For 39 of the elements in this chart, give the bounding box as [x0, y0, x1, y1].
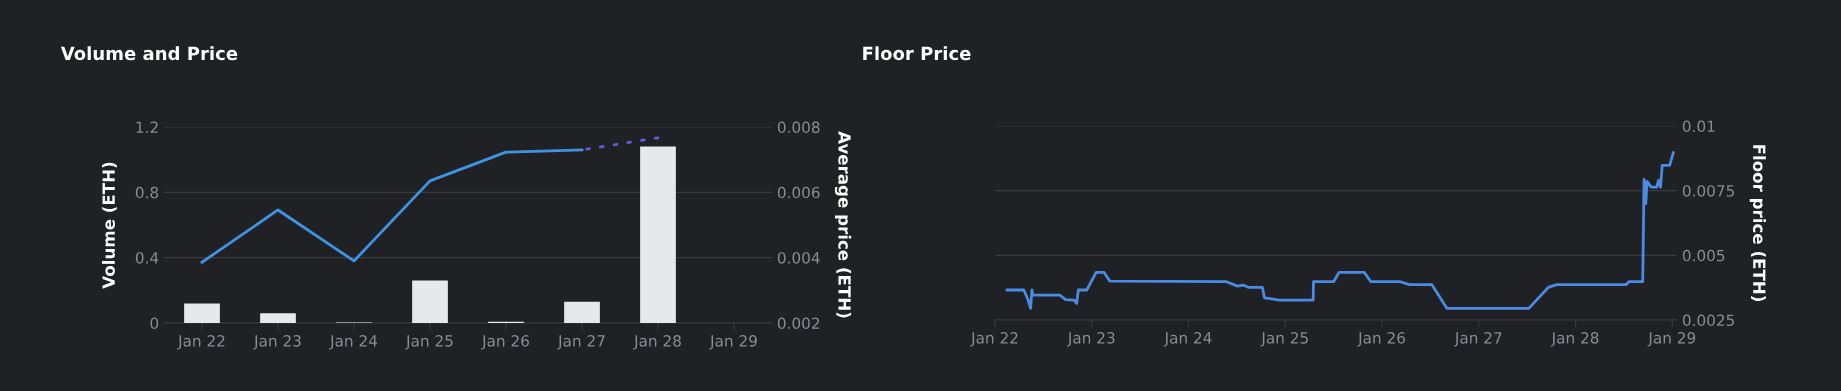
- y-axis-title: Volume (ETH): [102, 162, 117, 289]
- y-axis-title: Floor price (ETH): [1749, 145, 1766, 301]
- bar: [412, 280, 448, 323]
- x-tick-label: Jan 29: [1647, 332, 1696, 347]
- x-tick-label: Jan 26: [1357, 332, 1405, 347]
- bar: [260, 313, 296, 323]
- x-tick-label: Jan 22: [177, 335, 225, 350]
- y2-tick-label: 0.008: [777, 121, 820, 134]
- x-tick-label: Jan 27: [557, 335, 605, 350]
- y-tick-label: 0.01: [1682, 120, 1715, 133]
- y-tick-label: 0: [150, 317, 159, 330]
- y-tick-label: 0.4: [135, 252, 159, 264]
- chart-title: Floor Price: [863, 46, 971, 61]
- y2-tick-label: 0.004: [777, 252, 820, 264]
- x-tick-label: Jan 28: [1550, 332, 1599, 347]
- bar: [564, 301, 600, 323]
- y-tick-label: 0.8: [135, 186, 159, 199]
- x-tick-label: Jan 24: [1163, 332, 1212, 347]
- x-tick-label: Jan 24: [329, 335, 378, 350]
- y-tick-label: 0.0025: [1682, 314, 1734, 327]
- bar: [640, 146, 676, 323]
- x-tick-label: Jan 29: [709, 335, 757, 350]
- bar: [184, 303, 220, 323]
- y2-tick-label: 0.006: [777, 186, 820, 199]
- y2-axis-title: Average price (ETH): [834, 131, 852, 318]
- y-tick-label: 1.2: [136, 121, 158, 133]
- y-tick-label: 0.0075: [1682, 185, 1734, 197]
- x-tick-label: Jan 27: [1454, 332, 1502, 347]
- x-tick-label: Jan 25: [405, 335, 453, 350]
- x-tick-label: Jan 23: [1067, 332, 1115, 347]
- line-series: [200, 148, 584, 264]
- x-tick-label: Jan 23: [253, 335, 301, 350]
- x-tick-label: Jan 28: [633, 335, 681, 350]
- chart-title: Volume and Price: [60, 46, 238, 61]
- y2-tick-label: 0.002: [777, 317, 820, 330]
- x-tick-label: Jan 22: [970, 332, 1018, 347]
- y-tick-label: 0.005: [1682, 249, 1725, 262]
- x-tick-label: Jan 25: [1260, 332, 1308, 347]
- x-tick-label: Jan 26: [481, 335, 529, 350]
